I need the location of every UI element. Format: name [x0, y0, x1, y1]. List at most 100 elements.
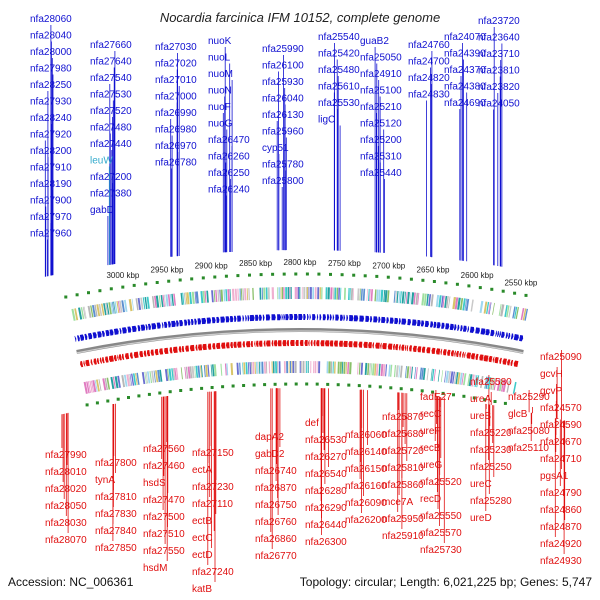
minus-category-block	[476, 375, 480, 388]
minus-gene-label: nfa24570	[540, 403, 582, 414]
plus-category-block	[155, 295, 160, 308]
minus-gene-label: nfa25220	[470, 428, 512, 439]
plus-category-block	[366, 288, 368, 301]
plus-gene-label: nfa27640	[90, 57, 132, 68]
plus-category-block	[231, 288, 235, 301]
minus-gene-label: nfa27110	[192, 499, 233, 510]
inner-tick-dot	[189, 387, 193, 391]
plus-category-block	[238, 288, 241, 301]
minus-gene-label: ureF	[420, 426, 441, 437]
plus-strand-gene	[197, 318, 202, 325]
plus-category-block	[514, 306, 518, 319]
minus-gene-label: hsdM	[143, 563, 167, 574]
minus-category-block	[390, 364, 393, 377]
minus-category-block	[455, 372, 459, 385]
plus-category-block	[299, 287, 301, 299]
minus-category-block	[410, 366, 413, 379]
plus-gene-label: nfa27910	[30, 163, 72, 174]
plus-category-block	[116, 301, 120, 314]
plus-category-block	[220, 289, 224, 302]
plus-category-block	[330, 287, 333, 300]
plus-category-block	[74, 308, 79, 321]
minus-category-block	[114, 376, 119, 389]
plus-category-block	[283, 287, 285, 300]
plus-category-block	[308, 287, 310, 299]
minus-strand-gene	[395, 344, 399, 351]
outer-tick-dot	[329, 272, 332, 276]
minus-gene-label: nfa25580	[470, 377, 512, 388]
kbp-tick-label: 2700 kbp	[372, 261, 405, 270]
minus-category-block	[498, 379, 503, 392]
minus-strand-gene	[464, 352, 466, 358]
minus-category-block	[299, 361, 301, 373]
minus-category-block	[445, 370, 449, 383]
plus-gene-label: nfa27030	[155, 42, 197, 53]
plus-strand-gene	[480, 328, 486, 335]
plus-category-block	[393, 290, 396, 303]
minus-strand-gene	[282, 340, 287, 347]
plus-gene-label: nfa27000	[155, 92, 197, 103]
minus-strand-gene	[421, 346, 426, 353]
inner-tick-dot	[368, 384, 372, 388]
plus-gene-label: nfa25440	[360, 168, 402, 179]
plus-strand-gene	[79, 334, 85, 341]
minus-category-block	[313, 361, 315, 374]
minus-strand-gene	[263, 340, 266, 347]
plus-category-block	[213, 290, 216, 303]
minus-category-block	[463, 373, 467, 386]
minus-category-block	[484, 376, 488, 389]
plus-category-block	[246, 288, 249, 301]
plus-strand-gene	[373, 316, 378, 323]
plus-strand-gene	[277, 314, 281, 321]
plus-category-block	[117, 300, 121, 313]
minus-category-block	[306, 361, 308, 373]
minus-category-block	[144, 371, 147, 384]
plus-gene-label: nfa27930	[30, 97, 72, 108]
minus-strand-gene	[372, 342, 375, 349]
plus-category-block	[158, 295, 162, 308]
minus-category-block	[205, 364, 208, 377]
plus-gene-label: nfa26980	[155, 125, 197, 136]
minus-category-block	[164, 369, 169, 382]
minus-category-block	[426, 368, 429, 381]
plus-category-block	[271, 287, 275, 300]
minus-category-block	[167, 368, 170, 381]
plus-category-block	[306, 287, 309, 299]
minus-gene-label: ureG	[420, 460, 442, 471]
plus-gene-label: nfa24390	[444, 49, 486, 60]
minus-gene-label: nfa26060	[345, 430, 387, 441]
minus-gene-label: nfa26090	[345, 498, 387, 509]
plus-strand-gene	[151, 323, 157, 330]
plus-category-block	[415, 292, 419, 305]
minus-category-block	[239, 362, 241, 375]
minus-gene-label: nfa25250	[470, 462, 512, 473]
minus-category-block	[449, 371, 454, 384]
minus-strand-gene	[83, 360, 86, 367]
minus-gene-label: nfa26140	[345, 447, 387, 458]
minus-gene-label: nfa25550	[420, 511, 462, 522]
plus-category-block	[413, 292, 416, 305]
minus-strand-gene	[510, 359, 514, 366]
kbp-tick-label: 2850 kbp	[239, 259, 272, 268]
minus-category-block	[128, 374, 131, 387]
minus-gene-label: nfa24870	[540, 522, 582, 533]
plus-strand-gene	[220, 316, 225, 323]
plus-strand-gene	[109, 329, 114, 336]
plus-category-block	[98, 303, 103, 316]
plus-gene-label: nuoM	[208, 69, 233, 80]
minus-strand-gene	[492, 356, 495, 363]
outer-tick-dot	[375, 274, 379, 278]
plus-strand-gene	[499, 331, 501, 338]
plus-strand-gene	[122, 327, 127, 334]
plus-gene-label: nfa24910	[360, 69, 402, 80]
minus-gene-label: nfa25870	[382, 412, 424, 423]
plus-strand-gene	[365, 315, 370, 322]
outer-tick-dot	[144, 282, 148, 286]
plus-category-block	[259, 287, 262, 300]
plus-category-block	[383, 290, 386, 302]
outer-tick-dot	[64, 295, 68, 299]
plus-category-block	[362, 288, 366, 301]
minus-gene-label: nfa27550	[143, 546, 185, 557]
plus-category-block	[452, 297, 457, 310]
minus-category-block	[200, 365, 202, 378]
